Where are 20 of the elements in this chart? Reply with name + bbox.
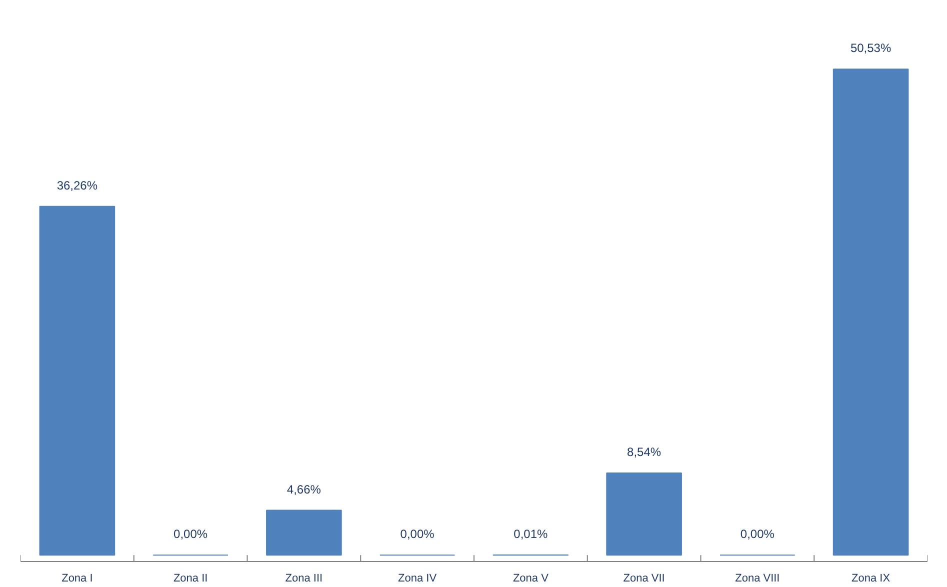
data-label: 4,66% xyxy=(286,482,322,496)
x-tick-label: Zona VIII xyxy=(735,572,780,584)
data-label: 0,00% xyxy=(740,527,775,542)
x-tick-label: Zona V xyxy=(512,572,550,584)
data-label: 0,00% xyxy=(174,527,208,542)
data-label: 8,54% xyxy=(627,444,662,459)
bar xyxy=(39,206,116,556)
x-tick-label: Zona IV xyxy=(398,572,438,584)
data-label: 50,53% xyxy=(850,41,892,56)
bar xyxy=(832,68,909,556)
bar xyxy=(606,472,682,556)
x-tick-label: Zona VII xyxy=(623,572,665,584)
x-tick-label: Zona II xyxy=(173,572,208,584)
x-tick-label: Zona III xyxy=(285,572,323,584)
x-tick-label: Zona I xyxy=(62,572,93,584)
x-tick-label: Zona IX xyxy=(852,572,891,584)
data-label: 36,26% xyxy=(56,178,98,192)
data-label: 0,00% xyxy=(400,527,435,542)
bar xyxy=(266,510,342,556)
data-label: 0,01% xyxy=(514,526,548,541)
